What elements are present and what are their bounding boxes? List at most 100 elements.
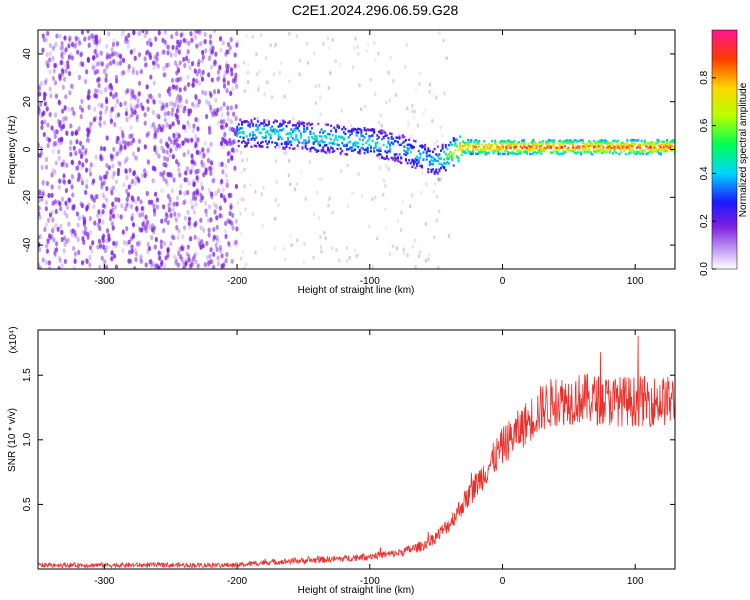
noise-cell [218, 205, 223, 211]
noise-cell [209, 48, 213, 54]
noise-cell [96, 212, 100, 218]
noise-cell [98, 60, 102, 66]
ridge-cell [424, 144, 427, 147]
ridge-cell [604, 149, 607, 153]
noise-cell [269, 43, 272, 48]
ridge-cell [643, 143, 646, 146]
noise-cell [92, 204, 96, 210]
noise-cell [62, 76, 67, 82]
noise-cell [216, 120, 221, 126]
ridge-cell [672, 140, 675, 144]
noise-cell [41, 180, 45, 186]
noise-cell [221, 136, 225, 142]
ridge-cell [452, 152, 455, 155]
ridge-cell [650, 150, 653, 154]
ridge-cell [277, 135, 280, 139]
ridge-cell [567, 139, 570, 143]
noise-cell [149, 93, 153, 99]
ridge-cell [540, 152, 543, 155]
ridge-cell [354, 148, 357, 151]
ridge-cell [245, 144, 248, 147]
ridge-cell [521, 146, 524, 150]
ridge-cell [303, 139, 306, 142]
noise-cell [338, 62, 342, 67]
ridge-cell [322, 141, 325, 144]
ridge-cell [291, 130, 294, 134]
noise-cell [91, 180, 95, 186]
ridge-cell [616, 144, 619, 147]
ridge-cell [535, 142, 538, 146]
noise-cell [136, 146, 141, 153]
ridge-cell [295, 124, 298, 127]
noise-cell [139, 69, 143, 75]
ridge-cell [328, 148, 331, 152]
ridge-cell [580, 151, 583, 155]
ridge-cell [607, 141, 610, 145]
noise-cell [177, 49, 181, 55]
ridge-cell [451, 156, 454, 159]
ridge-cell [621, 145, 624, 148]
noise-cell [133, 104, 138, 110]
noise-cell [165, 141, 169, 147]
ridge-cell [643, 148, 646, 152]
ridge-cell [247, 141, 250, 145]
ridge-cell [239, 118, 242, 121]
ridge-cell [397, 159, 400, 163]
ridge-cell [475, 148, 478, 151]
noise-cell [190, 165, 194, 171]
noise-cell [131, 212, 135, 219]
noise-cell [38, 141, 41, 148]
ridge-cell [331, 134, 334, 137]
noise-cell [143, 144, 147, 150]
noise-cell [130, 133, 134, 139]
noise-cell [204, 208, 208, 214]
noise-cell [186, 48, 190, 55]
noise-cell [147, 93, 151, 99]
ridge-cell [516, 141, 519, 145]
noise-cell [85, 258, 89, 264]
noise-cell [48, 42, 52, 49]
ridge-cell [365, 148, 368, 152]
noise-cell [225, 178, 229, 184]
noise-cell [107, 233, 111, 239]
noise-cell [411, 244, 414, 249]
ridge-cell [341, 149, 344, 153]
noise-cell [53, 169, 57, 175]
ridge-cell [403, 140, 406, 143]
noise-cell [195, 78, 199, 84]
noise-cell [182, 152, 186, 158]
ridge-cell [381, 155, 384, 159]
ridge-cell [565, 139, 568, 142]
noise-cell [178, 60, 182, 66]
ridge-cell [361, 134, 364, 138]
ridge-cell [471, 145, 474, 148]
ridge-cell [498, 141, 501, 144]
noise-cell [47, 260, 51, 266]
ridge-cell [505, 145, 508, 148]
ridge-cell [366, 128, 369, 131]
noise-cell [207, 146, 211, 152]
ridge-cell [419, 144, 422, 148]
ridge-cell [616, 142, 619, 146]
noise-cell [54, 140, 58, 147]
ridge-cell [483, 148, 485, 151]
noise-cell [328, 46, 331, 51]
ridge-cell [561, 145, 564, 149]
ridge-cell [274, 145, 277, 149]
noise-cell [48, 69, 52, 75]
ridge-cell [285, 143, 288, 146]
ridge-cell [352, 149, 355, 152]
noise-cell [224, 182, 229, 189]
ridge-cell [664, 150, 667, 153]
noise-cell [384, 183, 387, 188]
noise-cell [105, 228, 110, 234]
noise-cell [168, 196, 172, 202]
noise-cell [48, 212, 53, 218]
noise-cell [388, 98, 391, 103]
noise-cell [411, 103, 414, 108]
noise-cell [188, 124, 192, 130]
ridge-cell [463, 151, 466, 154]
noise-cell [129, 140, 133, 146]
noise-cell [44, 200, 49, 206]
noise-cell [92, 178, 96, 184]
